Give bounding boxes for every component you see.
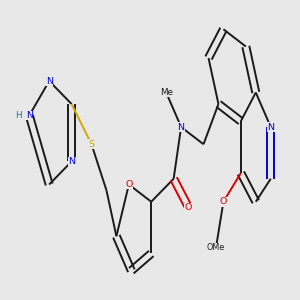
Text: N: N: [267, 122, 274, 131]
Text: O: O: [125, 180, 133, 189]
Text: N: N: [178, 122, 184, 131]
Text: S: S: [88, 140, 94, 149]
Text: N: N: [26, 111, 33, 120]
Text: H: H: [15, 111, 21, 120]
Text: N: N: [68, 157, 75, 166]
Text: Me: Me: [160, 88, 172, 97]
Text: O: O: [185, 203, 192, 212]
Text: OMe: OMe: [207, 243, 225, 252]
Text: N: N: [46, 76, 53, 85]
Text: O: O: [220, 197, 227, 206]
